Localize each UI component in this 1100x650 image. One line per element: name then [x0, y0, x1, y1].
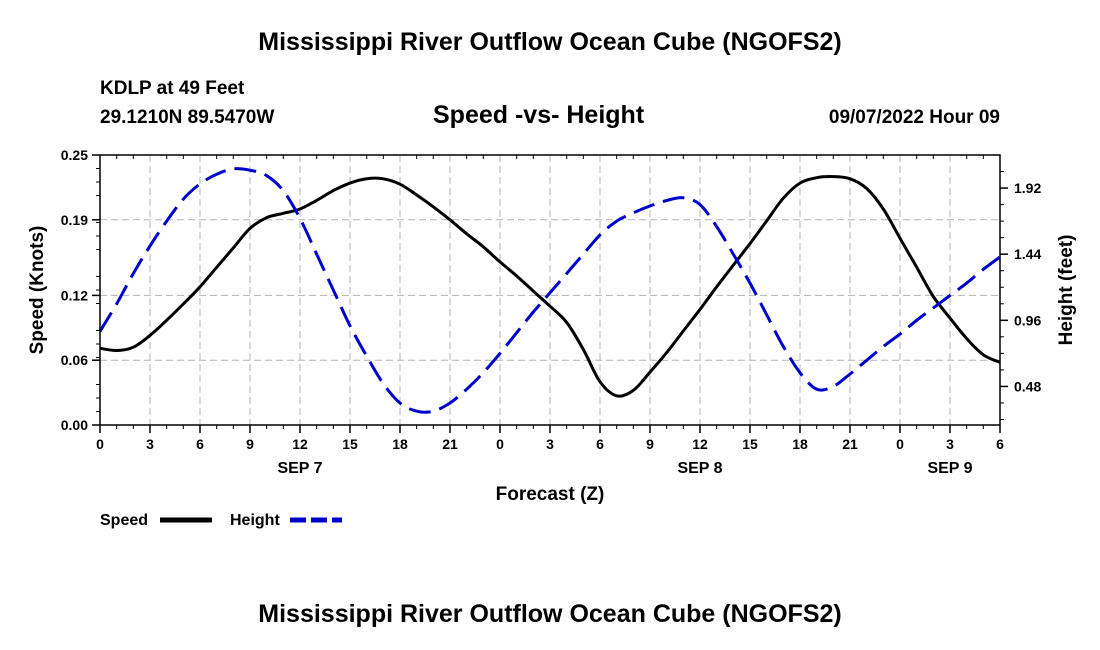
series-line-speed	[99, 175, 1001, 398]
x-tick-label: 3	[546, 436, 554, 452]
y-tick-label: 0.00	[61, 417, 88, 433]
date-label: SEP 8	[677, 460, 722, 477]
x-tick-label: 6	[996, 436, 1004, 452]
x-tick-label: 9	[246, 436, 254, 452]
series-layer	[98, 167, 1001, 414]
y2-tick-label: 1.92	[1014, 180, 1041, 196]
y-tick-label: 0.19	[61, 212, 88, 228]
x-tick-label: 6	[596, 436, 604, 452]
x-tick-label: 6	[196, 436, 204, 452]
y-axis-title: Speed (Knots)	[27, 226, 48, 355]
x-tick-label: 0	[496, 436, 504, 452]
x-tick-label: 12	[692, 436, 708, 452]
forecast-datetime: 09/07/2022 Hour 09	[828, 107, 1000, 128]
x-tick-label: 0	[96, 436, 104, 452]
y2-tick-label: 0.96	[1014, 312, 1041, 328]
legend-speed-label: Speed	[100, 512, 148, 529]
main-title: Mississippi River Outflow Ocean Cube (NG…	[258, 28, 842, 56]
y2-axis-title: Height (feet)	[1056, 235, 1077, 346]
x-tick-label: 0	[896, 436, 904, 452]
x-tick-label: 12	[292, 436, 308, 452]
footer-title: Mississippi River Outflow Ocean Cube (NG…	[258, 600, 842, 628]
y2-tick-label: 1.44	[1014, 246, 1041, 262]
x-tick-label: 18	[792, 436, 808, 452]
legend-height-label: Height	[230, 512, 280, 529]
x-tick-label: 15	[342, 436, 358, 452]
y-tick-label: 0.12	[61, 287, 88, 303]
x-tick-label: 9	[646, 436, 654, 452]
date-label: SEP 9	[927, 460, 972, 477]
y-tick-label: 0.25	[61, 147, 88, 163]
x-tick-label: 18	[392, 436, 408, 452]
y2-tick-label: 0.48	[1014, 378, 1041, 394]
legend: Speed Height	[100, 512, 342, 529]
x-tick-label: 3	[946, 436, 954, 452]
date-label: SEP 7	[277, 460, 322, 477]
station-coordinates: 29.1210N 89.5470W	[100, 107, 275, 128]
x-tick-label: 15	[742, 436, 758, 452]
x-tick-label: 21	[442, 436, 458, 452]
station-label: KDLP at 49 Feet	[100, 78, 245, 99]
series-line-height	[98, 167, 1001, 414]
x-axis-title: Forecast (Z)	[496, 484, 605, 505]
x-tick-label: 21	[842, 436, 858, 452]
grid-layer	[100, 155, 1000, 425]
x-tick-label: 3	[146, 436, 154, 452]
y-tick-label: 0.06	[61, 352, 88, 368]
chart-subtitle: Speed -vs- Height	[433, 101, 645, 129]
axis-layer: 0 3 6 9 12 15 18 21 0 3 6 9 12 15 18 21 0 3 6 SEP 7 SEP 8 SEP…	[61, 147, 1042, 477]
